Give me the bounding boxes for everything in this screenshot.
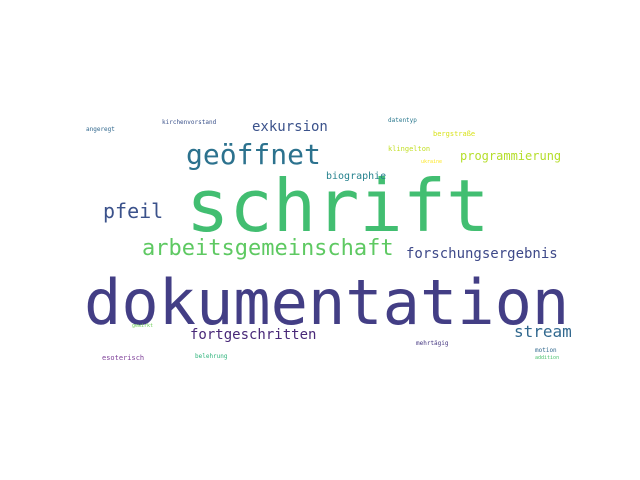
word-motion: motion (535, 347, 557, 354)
word-addition: addition (535, 355, 560, 361)
word-exkursion: exkursion (252, 119, 328, 135)
word-programmierung: programmierung (460, 149, 562, 163)
word-dokumentation: dokumentation (84, 266, 570, 339)
word-klingelton: klingelton (388, 145, 431, 153)
word-gewirkt: gewirkt (132, 323, 154, 329)
word-forschungsergebnis: forschungsergebnis (406, 246, 558, 262)
word-arbeitsgemeinschaft: arbeitsgemeinschaft (142, 236, 394, 261)
word-bergstrasse: bergstraße (433, 130, 476, 138)
word-datentyp: datentyp (388, 117, 417, 124)
word-geoeffnet: geöffnet (186, 138, 321, 171)
word-biographie: biographie (326, 171, 387, 182)
word-belehrung: belehrung (195, 353, 228, 360)
word-pfeil: pfeil (103, 199, 164, 223)
word-stream: stream (514, 322, 572, 341)
word-schrift: schrift (186, 164, 490, 248)
word-fortgeschritten: fortgeschritten (190, 327, 317, 343)
word-ukraine: ukraine (421, 159, 443, 165)
word-kirchenvorstand: kirchenvorstand (162, 119, 217, 126)
word-angeregt: angeregt (86, 126, 115, 133)
word-esoterisch: esoterisch (102, 354, 145, 362)
word-mehrtaegig: mehrtägig (416, 340, 449, 347)
